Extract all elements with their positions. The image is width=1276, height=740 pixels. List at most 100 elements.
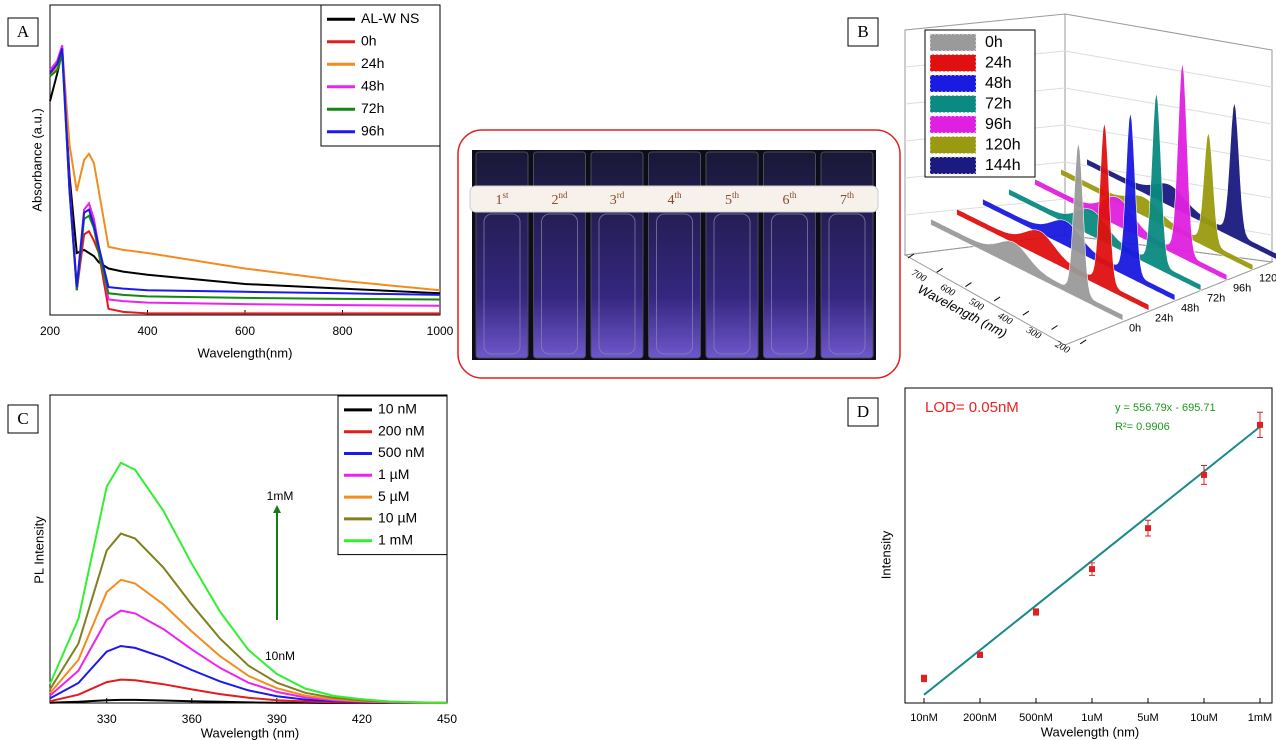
- legend-box: [320, 4, 441, 147]
- cuvette-suffix: nd: [559, 190, 569, 200]
- point: [921, 675, 927, 682]
- annotation: 1mM: [267, 489, 294, 503]
- annotation: y = 556.79x - 695.71: [1115, 402, 1216, 414]
- legend-label: 5 µM: [378, 488, 409, 504]
- x-tick-label: 1000: [427, 324, 454, 338]
- legend-label: 200 nM: [378, 422, 425, 438]
- legend-swatch: [929, 115, 977, 134]
- x-tick: [907, 253, 915, 259]
- x-axis-label: Wavelength (nm): [201, 725, 300, 740]
- panel-label: D: [857, 402, 869, 421]
- legend-swatch: [929, 156, 977, 175]
- legend-swatch: [929, 54, 977, 72]
- cuvette-inner: [483, 213, 521, 355]
- legend-label: 72h: [985, 96, 1012, 113]
- legend-swatch: [929, 136, 977, 154]
- cuvette-label: 5th: [725, 190, 740, 208]
- cuvette-number: 7: [840, 193, 847, 208]
- cuvette-suffix: rd: [617, 190, 625, 200]
- time-label: 24h: [1155, 313, 1173, 325]
- x-tick-label: 360: [182, 712, 202, 726]
- legend-label: 96h: [985, 116, 1012, 133]
- legend-swatch: [929, 74, 977, 93]
- x-tick-label: 450: [437, 712, 457, 726]
- panel-label: C: [17, 409, 28, 428]
- time-label: 48h: [1181, 303, 1199, 315]
- cuvette-label: 1st: [495, 190, 509, 208]
- legend-label: 144h: [985, 157, 1021, 174]
- point: [1257, 421, 1263, 428]
- legend-label: 120h: [985, 137, 1021, 154]
- x-tick-label: 200: [40, 324, 60, 338]
- wall-grid: [1064, 87, 1273, 125]
- cuvette-number: 2: [552, 193, 559, 208]
- legend-swatch: [929, 33, 977, 52]
- time-label: 96h: [1233, 283, 1251, 295]
- cuvette-label: 2nd: [552, 190, 569, 208]
- plot-frame: [904, 387, 1273, 704]
- y-axis-label: Intensity: [878, 530, 893, 579]
- x-tick: [1079, 339, 1087, 345]
- cuvette-inner: [771, 213, 808, 355]
- x-tick-label: 390: [267, 712, 287, 726]
- x-tick-label: 420: [352, 712, 372, 726]
- legend-label: 500 nM: [378, 444, 425, 460]
- x-tick-label: 500nM: [1019, 712, 1053, 724]
- cuvette-number: 6: [782, 193, 789, 208]
- cuvette-suffix: th: [732, 190, 740, 200]
- panel-box: [847, 397, 879, 427]
- point: [1033, 608, 1039, 615]
- cuvette-label: 7th: [840, 190, 855, 208]
- time-label: 120h: [1259, 273, 1276, 285]
- series-line: [49, 609, 448, 704]
- annotation: LOD= 0.05nM: [925, 399, 1019, 416]
- x-tick-label: 200: [1053, 339, 1071, 356]
- legend-swatch: [929, 95, 977, 113]
- cuvette-inner: [713, 213, 751, 355]
- panel-label: A: [17, 22, 30, 41]
- ribbon: [930, 142, 1124, 322]
- x-tick-label: 400: [137, 324, 157, 338]
- series-line: [49, 48, 441, 296]
- panel-box: [7, 404, 39, 434]
- cuvette-suffix: th: [847, 190, 855, 200]
- legend-label: 0h: [361, 32, 377, 48]
- legend-label: 1 µM: [378, 466, 409, 482]
- x-axis-label: Wavelength(nm): [198, 345, 293, 360]
- legend-label: AL-W NS: [361, 10, 419, 26]
- x-tick-label: 200nM: [963, 712, 997, 724]
- x-tick-label: 600: [235, 324, 255, 338]
- series-line: [49, 578, 448, 704]
- x-tick-label: 1mM: [1248, 712, 1272, 724]
- annotation: 10nM: [265, 649, 295, 663]
- point: [977, 651, 983, 658]
- cuvette-label: 6th: [782, 190, 797, 208]
- legend-label: 10 nM: [378, 401, 417, 417]
- arrow-head: [273, 505, 281, 513]
- x-tick: [1022, 310, 1030, 316]
- legend-label: 24h: [361, 55, 384, 71]
- x-tick: [993, 296, 1001, 302]
- y-axis-label: PL Intensity: [31, 516, 46, 584]
- cuvette-number: 3: [610, 193, 617, 208]
- series-line: [49, 644, 448, 704]
- legend-label: 10 µM: [378, 510, 417, 526]
- legend-label: 96h: [361, 122, 384, 138]
- x-axis-label: Wavelength (nm): [1041, 724, 1140, 739]
- cuvette-number: 1: [495, 193, 502, 208]
- x-axis-label: Wavelength (nm): [915, 281, 1009, 341]
- cuvette-label: 4th: [667, 190, 682, 208]
- cuvette-number: 4: [667, 193, 674, 208]
- ribbon: [956, 122, 1150, 312]
- cuvette-inner: [828, 213, 866, 355]
- x-tick-label: 330: [97, 712, 117, 726]
- panel-label: B: [857, 22, 868, 41]
- series-line: [49, 461, 448, 704]
- cuvette-suffix: st: [502, 190, 509, 200]
- x-tick-label: 5uM: [1137, 712, 1158, 724]
- cuvette-label: 3rd: [610, 190, 625, 208]
- panel-box: [7, 17, 39, 47]
- cuvette-suffix: th: [789, 190, 797, 200]
- x-tick-label: 300: [1023, 324, 1042, 342]
